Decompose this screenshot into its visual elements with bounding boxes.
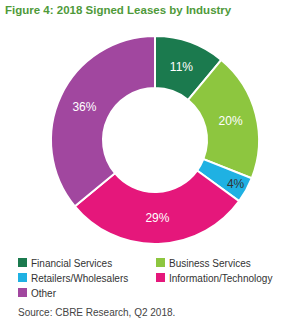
legend-label: Financial Services: [31, 258, 112, 269]
legend-label: Information/Technology: [169, 273, 272, 284]
legend-swatch: [18, 258, 27, 267]
legend-label: Business Services: [169, 258, 251, 269]
chart-container: Figure 4: 2018 Signed Leases by Industry…: [0, 0, 296, 325]
legend-swatch: [18, 273, 27, 282]
legend-label: Retailers/Wholesalers: [31, 273, 128, 284]
source: Source: CBRE Research, Q2 2018.: [18, 307, 175, 318]
slices: [51, 36, 259, 244]
legend: Financial Services Business Services Retai…: [18, 258, 272, 299]
data-label: 20%: [219, 114, 243, 128]
data-label: 4%: [227, 177, 245, 191]
legend-swatch: [156, 258, 165, 267]
slice: [51, 36, 155, 206]
legend-swatch: [156, 273, 165, 282]
title: Figure 4: 2018 Signed Leases by Industry: [5, 4, 232, 16]
legend-label: Other: [31, 288, 57, 299]
chart-svg: Figure 4: 2018 Signed Leases by Industry…: [0, 0, 296, 325]
data-labels: 11% 20% 4% 29% 36%: [72, 60, 244, 225]
data-label: 29%: [145, 211, 169, 225]
data-label: 11%: [170, 60, 193, 74]
legend-swatch: [18, 288, 27, 297]
data-label: 36%: [72, 100, 96, 114]
slice: [188, 60, 259, 178]
